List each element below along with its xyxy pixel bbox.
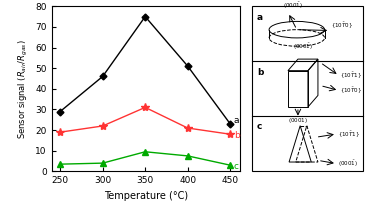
Text: $(000\bar{1})$: $(000\bar{1})$: [338, 159, 358, 169]
Text: $(000\bar{1})$: $(000\bar{1})$: [293, 42, 312, 52]
Text: b: b: [234, 131, 239, 140]
Text: $(000\bar{1})$: $(000\bar{1})$: [283, 1, 302, 11]
Text: $\{10\bar{T}1\}$: $\{10\bar{T}1\}$: [338, 129, 360, 139]
Text: $\{10\bar{T}0\}$: $\{10\bar{T}0\}$: [340, 86, 362, 95]
X-axis label: Temperature (°C): Temperature (°C): [104, 191, 188, 201]
Text: $\{10\bar{T}0\}$: $\{10\bar{T}0\}$: [331, 20, 354, 30]
Text: $(000\bar{1})$: $(000\bar{1})$: [288, 116, 308, 126]
Text: b: b: [257, 68, 263, 77]
Text: a: a: [257, 13, 263, 22]
Text: c: c: [257, 122, 262, 131]
Bar: [288, 71, 308, 107]
Text: c: c: [234, 162, 239, 171]
Y-axis label: Sensor signal ($R_{air}/R_{gas}$): Sensor signal ($R_{air}/R_{gas}$): [17, 39, 30, 139]
Text: a: a: [234, 116, 239, 125]
Text: $\{10\bar{T}1\}$: $\{10\bar{T}1\}$: [340, 71, 362, 80]
